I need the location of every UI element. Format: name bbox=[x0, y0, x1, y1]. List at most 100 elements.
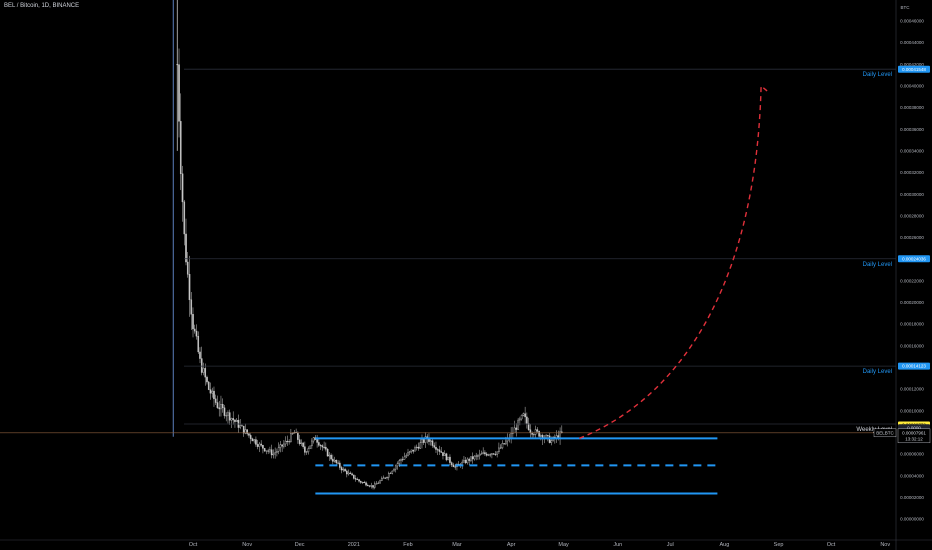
candle-body bbox=[380, 478, 383, 481]
candle-body bbox=[223, 407, 226, 416]
candle-body bbox=[302, 442, 304, 447]
daily-level-tag: 0.00041548 bbox=[898, 65, 930, 73]
candle-body bbox=[515, 427, 518, 430]
x-tick-label: Dec bbox=[295, 542, 305, 548]
candle-body bbox=[435, 447, 437, 450]
projection-arrow bbox=[579, 84, 768, 439]
y-tick-label: 0.00010000 bbox=[900, 408, 924, 413]
candle-body bbox=[400, 459, 402, 461]
candle-body bbox=[248, 433, 250, 436]
candle-body bbox=[206, 376, 208, 383]
candle-body bbox=[412, 449, 415, 452]
daily-level-tag-text: 0.00041548 bbox=[902, 67, 926, 72]
candle-body bbox=[393, 468, 395, 472]
candle-body bbox=[527, 423, 530, 430]
candle-body bbox=[221, 404, 224, 409]
candle-body bbox=[436, 449, 439, 451]
candle-body bbox=[340, 467, 343, 471]
x-tick-label: Jun bbox=[613, 542, 622, 548]
candle-body bbox=[333, 459, 336, 462]
daily-level-tag-text: 0.00024036 bbox=[902, 256, 926, 261]
axis-currency-label: BTC bbox=[901, 5, 911, 10]
candle-body bbox=[179, 121, 182, 174]
x-tick-label: Jul bbox=[667, 542, 674, 548]
candle-body bbox=[185, 233, 187, 263]
candle-body bbox=[424, 436, 427, 443]
candle-body bbox=[200, 358, 203, 373]
candle-body bbox=[415, 446, 418, 448]
y-tick-label: 0.00032000 bbox=[900, 170, 924, 175]
candle-body bbox=[382, 477, 385, 479]
candle-body bbox=[449, 456, 451, 463]
candle-body bbox=[401, 459, 404, 461]
candle-body bbox=[202, 368, 205, 373]
projection-path bbox=[579, 84, 768, 439]
candle-body bbox=[538, 431, 540, 437]
y-tick-label: 0.00028000 bbox=[900, 213, 924, 218]
candle-body bbox=[452, 464, 455, 468]
candle-body bbox=[464, 459, 467, 464]
candle-body bbox=[391, 470, 394, 474]
x-tick-label: Oct bbox=[827, 542, 836, 548]
candle-body bbox=[492, 453, 495, 455]
candle-body bbox=[419, 442, 422, 449]
candle-body bbox=[328, 454, 331, 457]
candle-body bbox=[491, 453, 493, 455]
candle-body bbox=[387, 473, 390, 478]
y-tick-label: 0.00020000 bbox=[900, 300, 924, 305]
candle-body bbox=[183, 201, 186, 235]
candle-body bbox=[501, 443, 504, 449]
candle-body bbox=[286, 440, 289, 442]
candle-body bbox=[358, 479, 360, 482]
candle-body bbox=[550, 440, 553, 443]
level-label: Daily Level bbox=[863, 369, 892, 375]
candle-body bbox=[473, 455, 476, 460]
y-tick-label: 0.00046000 bbox=[900, 19, 924, 24]
candle-body bbox=[431, 440, 434, 446]
candle-body bbox=[463, 459, 465, 463]
candle-body bbox=[330, 454, 332, 460]
candle-body bbox=[246, 429, 248, 434]
candle-body bbox=[499, 447, 502, 449]
candle-body bbox=[375, 483, 378, 485]
candle-body bbox=[471, 456, 474, 460]
x-tick-label: May bbox=[558, 542, 569, 548]
symbol-badge-text: BELBTC bbox=[876, 430, 894, 435]
candle-body bbox=[319, 445, 322, 447]
candle-body bbox=[258, 443, 261, 447]
candle-body bbox=[377, 482, 380, 484]
candle-body bbox=[211, 390, 214, 394]
candle-body bbox=[274, 452, 276, 455]
x-tick-label: 2021 bbox=[348, 542, 360, 548]
price-axis: 0.00000000 0.00002000 0.00004000 0.00006000… bbox=[900, 19, 924, 522]
candle-body bbox=[422, 439, 425, 443]
candle-series bbox=[172, 0, 563, 490]
candle-body bbox=[186, 261, 189, 275]
candle-body bbox=[316, 439, 318, 443]
last-price-badge bbox=[897, 428, 931, 444]
candle-body bbox=[403, 456, 406, 460]
candle-body bbox=[279, 444, 282, 448]
candle-body bbox=[225, 415, 228, 417]
candle-body bbox=[204, 368, 207, 378]
candle-body bbox=[291, 433, 294, 435]
candle-body bbox=[356, 478, 359, 480]
candle-body bbox=[262, 445, 264, 449]
candle-body bbox=[408, 451, 411, 453]
candle-body bbox=[389, 472, 392, 474]
candle-body bbox=[242, 425, 245, 434]
candle-body bbox=[547, 435, 549, 437]
candle-body bbox=[214, 398, 217, 403]
candle-body bbox=[269, 449, 271, 452]
candle-body bbox=[485, 453, 488, 456]
candle-body bbox=[218, 407, 221, 410]
candle-body bbox=[256, 444, 259, 447]
candle-body bbox=[207, 381, 210, 390]
candle-body bbox=[209, 389, 212, 394]
candle-body bbox=[470, 456, 472, 461]
candle-body bbox=[263, 448, 266, 452]
price-tags: 0.000415480.000240360.000141230.00008772… bbox=[873, 65, 931, 444]
daily-level-tag-bg bbox=[898, 65, 930, 73]
candle-body bbox=[304, 446, 306, 453]
